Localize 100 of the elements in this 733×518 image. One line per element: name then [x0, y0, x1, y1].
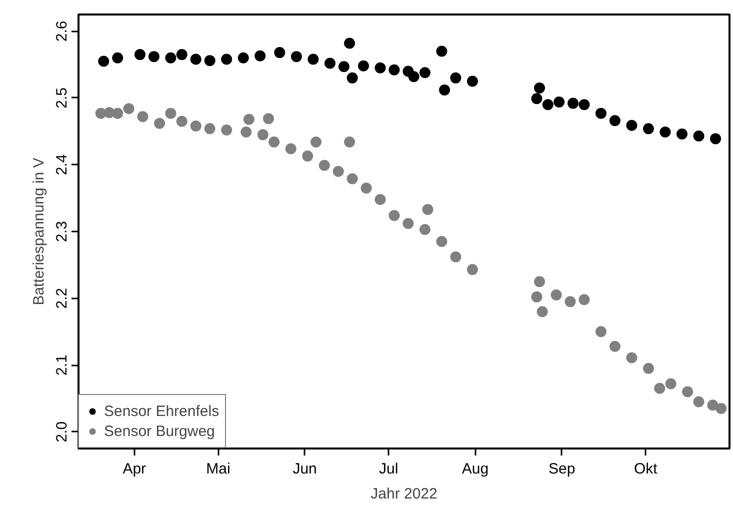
point: [204, 123, 216, 134]
point: [568, 98, 579, 109]
point: [564, 296, 576, 308]
point: [374, 62, 386, 74]
point: [693, 396, 704, 408]
point: [466, 76, 478, 87]
x-tick-label: Jul: [379, 460, 398, 478]
point: [324, 58, 336, 69]
point: [542, 99, 554, 110]
point: [374, 194, 386, 205]
point: [344, 38, 356, 49]
point: [682, 386, 694, 398]
point: [450, 251, 462, 262]
point: [534, 82, 546, 94]
point: [408, 71, 420, 82]
point: [388, 64, 400, 76]
y-tick-label: 2.4: [54, 154, 70, 176]
y-tick-label: 2.0: [54, 421, 70, 442]
y-tick-label: 2.5: [54, 88, 70, 108]
point: [240, 126, 252, 138]
point: [302, 150, 314, 162]
point: [660, 126, 671, 138]
point: [402, 218, 414, 229]
point: [466, 264, 478, 276]
x-tick-label: Sep: [548, 460, 576, 478]
point: [165, 52, 176, 64]
point: [243, 114, 254, 125]
point: [190, 54, 202, 65]
point: [626, 352, 638, 364]
point: [550, 289, 562, 300]
x-tick-label: Mai: [206, 460, 230, 478]
x-tick-label: Jun: [292, 460, 317, 478]
point: [112, 108, 124, 119]
point: [262, 113, 274, 124]
point: [98, 56, 110, 67]
point: [257, 129, 268, 140]
point: [338, 61, 350, 72]
point: [204, 55, 216, 66]
point: [554, 96, 565, 108]
point: [450, 72, 462, 84]
y-tick-label: 2.2: [54, 288, 70, 309]
y-tick-label: 2.1: [54, 354, 70, 376]
point: [534, 276, 546, 288]
x-tick-label: Okt: [634, 460, 658, 478]
point: [221, 54, 232, 65]
point: [112, 52, 124, 64]
point: [137, 111, 148, 122]
point: [707, 400, 718, 411]
point: [360, 182, 372, 194]
point: [419, 224, 430, 235]
point: [642, 123, 654, 134]
point: [238, 52, 249, 64]
y-tick-label: 2.3: [54, 221, 70, 242]
point: [626, 120, 638, 131]
point: [422, 204, 434, 215]
point: [578, 294, 590, 306]
point: [654, 382, 666, 394]
point: [332, 166, 344, 177]
legend-label: Sensor Burgweg: [104, 422, 215, 440]
legend-label: Sensor Ehrenfels: [104, 402, 220, 420]
point: [274, 47, 286, 58]
point: [290, 51, 302, 62]
point: [536, 306, 548, 318]
point: [595, 326, 606, 338]
point: [165, 108, 176, 119]
point: [436, 236, 448, 248]
point: [190, 120, 202, 132]
y-axis-title: Batteriespannung in V: [30, 158, 48, 306]
point: [358, 60, 369, 72]
y-tick-label: 2.6: [54, 20, 70, 42]
point: [254, 50, 266, 62]
point: [148, 51, 160, 62]
point: [716, 402, 727, 414]
point: [344, 136, 356, 148]
point: [285, 143, 296, 154]
point: [436, 46, 448, 57]
point: [595, 108, 606, 119]
point: [419, 67, 430, 78]
point: [310, 136, 322, 148]
point: [710, 133, 722, 144]
point: [176, 116, 188, 127]
point: [439, 84, 450, 96]
point: [676, 128, 688, 140]
point: [134, 49, 146, 60]
point: [531, 93, 542, 104]
point: [665, 378, 676, 390]
point: [268, 136, 280, 148]
point: [221, 124, 232, 136]
x-axis-title: Jahr 2022: [370, 486, 438, 502]
point: [609, 115, 620, 126]
point: [318, 160, 330, 171]
x-tick-label: Aug: [462, 460, 489, 478]
point: [346, 173, 358, 184]
point: [578, 99, 590, 110]
point: [176, 49, 188, 60]
point: [154, 118, 166, 129]
point: [388, 210, 400, 221]
point: [531, 291, 542, 302]
point: [308, 54, 319, 65]
x-tick-label: Apr: [122, 460, 146, 478]
